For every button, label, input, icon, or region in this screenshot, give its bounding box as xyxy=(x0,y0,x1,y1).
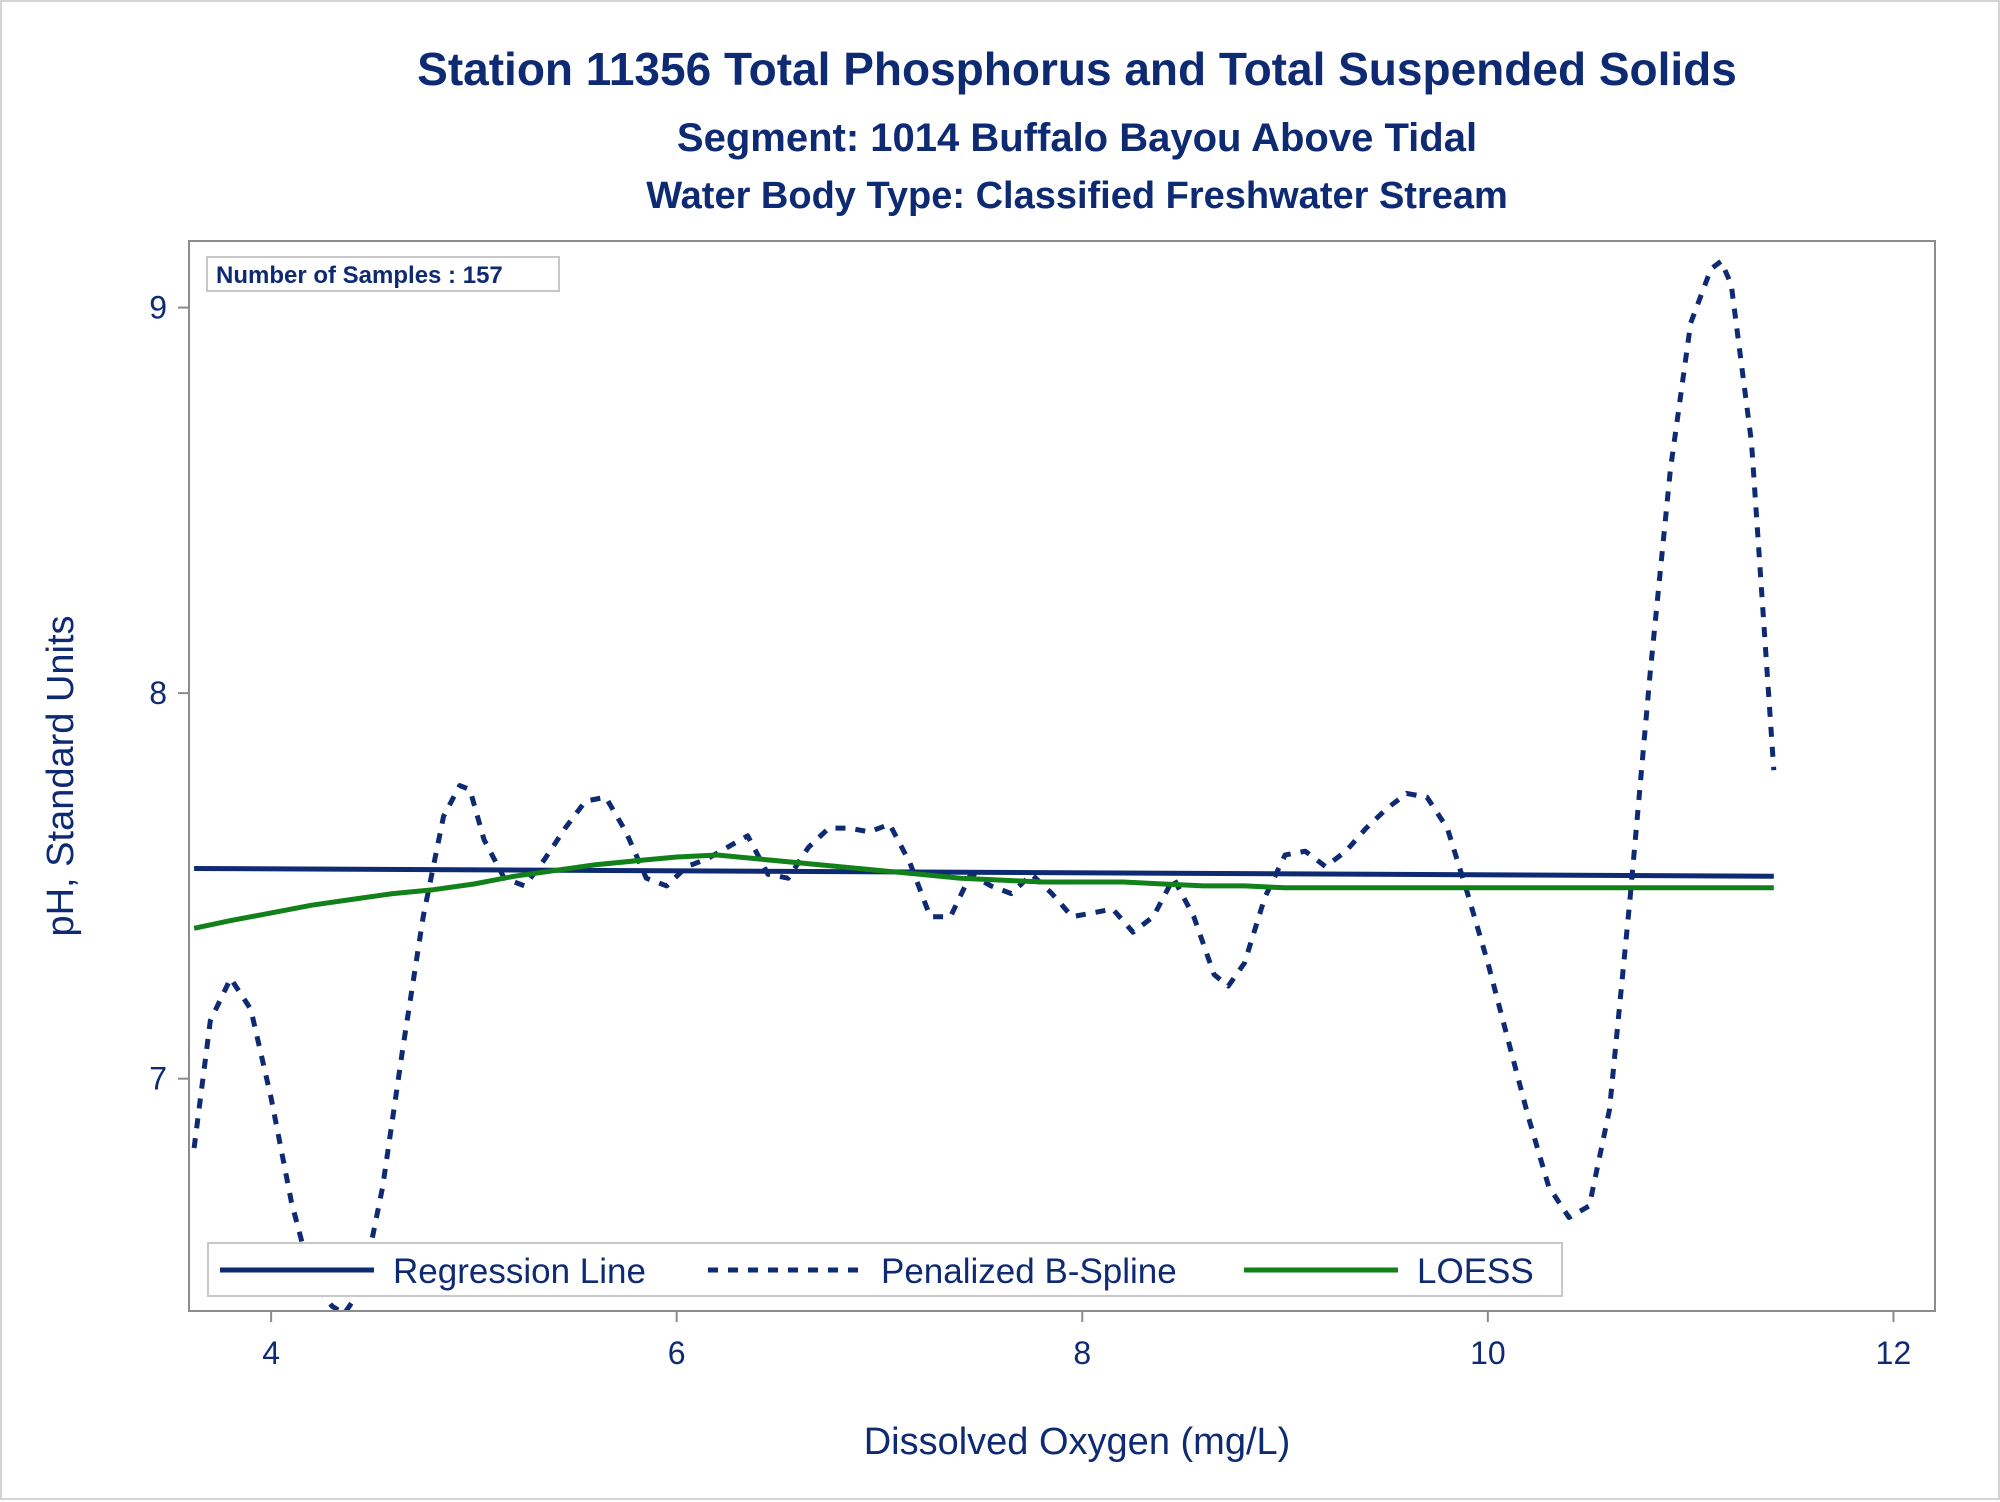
axis-ticks: 4 6 8 10 12 7 8 9 xyxy=(149,290,1911,1371)
plot-area xyxy=(188,240,1936,1312)
chart-title: Station 11356 Total Phosphorus and Total… xyxy=(417,43,1737,95)
series-line-regression-line xyxy=(194,866,1774,879)
legend-label-penalized-b-spline: Penalized B-Spline xyxy=(881,1252,1177,1291)
x-tick-label: 4 xyxy=(262,1335,280,1371)
sample-count-box: Number of Samples : 157 xyxy=(206,256,560,292)
x-tick-label: 10 xyxy=(1470,1335,1506,1371)
x-axis-label: Dissolved Oxygen (mg/L) xyxy=(864,1421,1291,1463)
y-tick-label: 8 xyxy=(149,675,167,711)
series-lines xyxy=(191,258,1777,1310)
legend-label-loess: LOESS xyxy=(1417,1252,1534,1291)
x-tick-label: 12 xyxy=(1876,1335,1912,1371)
legend: Regression Line Penalized B-Spline LOESS xyxy=(207,1242,1563,1297)
plot-region xyxy=(191,258,1777,1310)
y-tick-label: 7 xyxy=(149,1061,167,1097)
sample-count-border xyxy=(206,256,560,292)
x-tick-label: 6 xyxy=(668,1335,686,1371)
x-tick-label: 8 xyxy=(1073,1335,1091,1371)
y-axis-label: pH, Standard Units xyxy=(40,615,82,936)
legend-label-regression-line: Regression Line xyxy=(393,1252,646,1291)
sample-count-text: Number of Samples : 157 xyxy=(216,262,503,289)
series-line-loess xyxy=(193,852,1774,931)
chart-subtitle-2: Water Body Type: Classified Freshwater S… xyxy=(646,175,1508,217)
series-line-penalized-b-spline xyxy=(191,258,1777,1310)
y-tick-label: 9 xyxy=(149,290,167,326)
chart-subtitle: Segment: 1014 Buffalo Bayou Above Tidal xyxy=(677,116,1477,160)
